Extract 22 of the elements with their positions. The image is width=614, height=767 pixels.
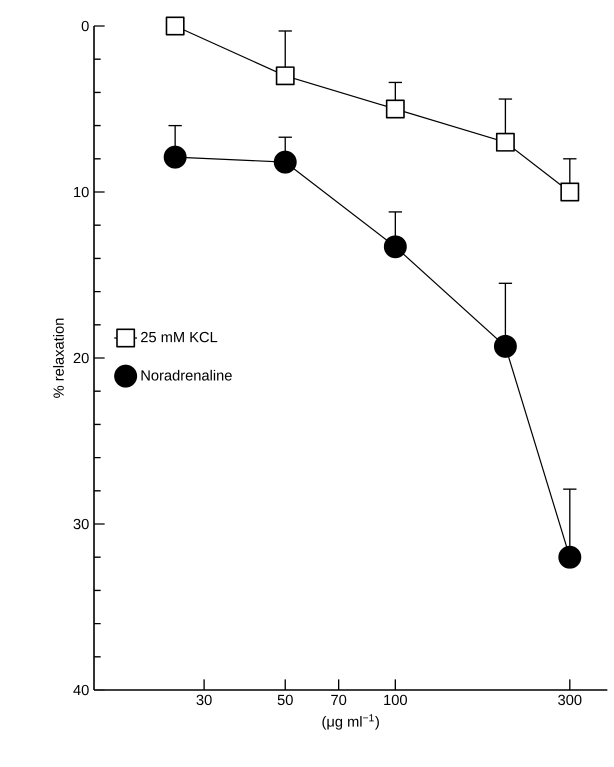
point — [384, 235, 407, 258]
x-tick-label: 70 — [331, 694, 346, 706]
point — [276, 66, 295, 86]
x-axis-title: (μg ml$^{−1}$) — [322, 714, 379, 730]
point — [274, 150, 297, 174]
point — [164, 146, 187, 169]
y-tick-label: 20 — [74, 352, 89, 364]
point — [496, 132, 515, 152]
x-tick-label: 30 — [196, 694, 212, 706]
x-tick-label: 300 — [558, 694, 582, 706]
legend-label: 25 mM KCL — [141, 332, 218, 342]
y-tick-label: 40 — [73, 684, 89, 696]
y-tick-label: 0 — [82, 20, 89, 32]
x-tick-label: 50 — [278, 694, 293, 706]
x-tick-label: 100 — [384, 694, 407, 706]
y-tick-label: 10 — [74, 186, 89, 198]
point — [494, 334, 517, 358]
point — [166, 16, 185, 36]
legend-label: Noradrenaline — [142, 370, 232, 381]
y-tick-label: 30 — [74, 518, 89, 530]
y-axis-title: % relaxation — [53, 318, 64, 398]
point — [386, 100, 405, 118]
